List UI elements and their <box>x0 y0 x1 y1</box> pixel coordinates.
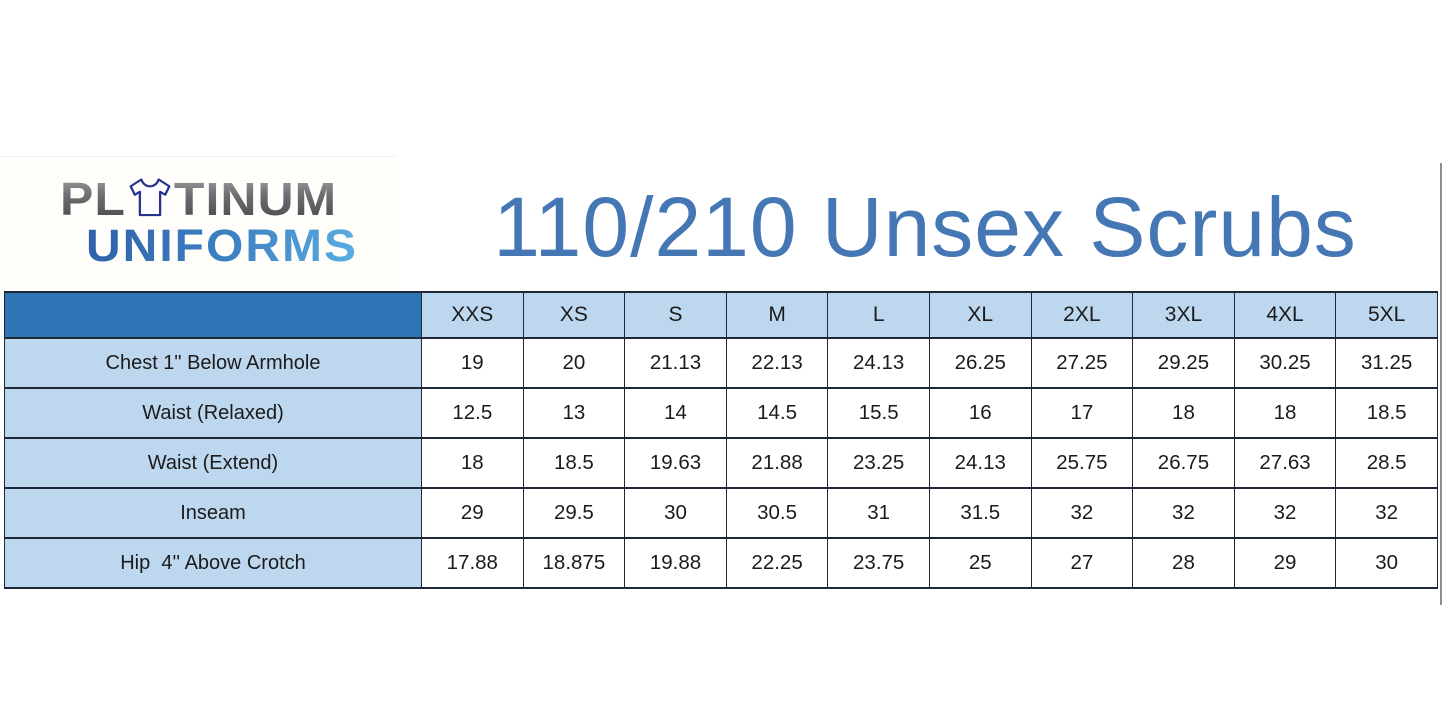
measurement-value-cell: 17.88 <box>421 537 524 589</box>
measurement-value-cell: 12.5 <box>421 387 524 439</box>
measurement-value-cell: 16 <box>928 387 1032 439</box>
measurement-value-cell: 25.75 <box>1030 437 1134 489</box>
measurement-value-cell: 32 <box>1030 487 1134 539</box>
size-column-header: 5XL <box>1335 291 1438 339</box>
size-header-row: XXS XS S M L XL 2XL 3XL 4XL 5XL <box>4 291 1438 339</box>
measurement-value-cell: 21.88 <box>725 437 829 489</box>
measurement-value-cell: 31 <box>827 487 930 539</box>
measurement-value-cell: 26.25 <box>928 337 1032 389</box>
measurement-value-cell: 27 <box>1030 537 1134 589</box>
logo-background <box>0 156 397 291</box>
measurement-value-cell: 24.13 <box>827 337 930 389</box>
measurement-value-cell: 32 <box>1233 487 1337 539</box>
measurement-value-cell: 25 <box>928 537 1032 589</box>
size-column-header: 4XL <box>1233 291 1337 339</box>
measurement-value-cell: 14 <box>624 387 727 439</box>
measurement-value-cell: 29.25 <box>1132 337 1235 389</box>
measurement-value-cell: 29 <box>421 487 524 539</box>
measurement-value-cell: 32 <box>1335 487 1438 539</box>
table-row: Waist (Extend) 18 18.5 19.63 21.88 23.25 24.13… <box>4 437 1438 489</box>
corner-cell <box>4 291 422 339</box>
measurement-value-cell: 29 <box>1233 537 1337 589</box>
measurement-value-cell: 14.5 <box>725 387 829 439</box>
measurement-value-cell: 30.5 <box>725 487 829 539</box>
measurement-value-cell: 18 <box>1233 387 1337 439</box>
measurement-value-cell: 31.25 <box>1335 337 1438 389</box>
measurement-label: Waist (Relaxed) <box>4 387 422 439</box>
measurement-value-cell: 27.63 <box>1233 437 1337 489</box>
measurement-value-cell: 18 <box>421 437 524 489</box>
measurement-value-cell: 30 <box>624 487 727 539</box>
size-column-header: XXS <box>421 291 524 339</box>
size-column-header: XS <box>522 291 626 339</box>
measurement-value-cell: 23.25 <box>827 437 930 489</box>
measurement-value-cell: 18.5 <box>1335 387 1438 439</box>
size-column-header: 3XL <box>1132 291 1235 339</box>
measurement-label: Hip 4'' Above Crotch <box>4 537 422 589</box>
measurement-value-cell: 19.88 <box>624 537 727 589</box>
table-row: Waist (Relaxed) 12.5 13 14 14.5 15.5 16 17 18 18 1… <box>4 387 1438 439</box>
measurement-value-cell: 17 <box>1030 387 1134 439</box>
page-title: 110/210 Unsex Scrubs <box>493 180 1357 274</box>
measurement-value-cell: 28.5 <box>1335 437 1438 489</box>
measurement-value-cell: 15.5 <box>827 387 930 439</box>
measurement-value-cell: 29.5 <box>522 487 626 539</box>
logo-text-pl: PL <box>60 173 126 225</box>
logo-word-uniforms: UNIFORMS <box>60 224 380 270</box>
measurement-value-cell: 18.875 <box>522 537 626 589</box>
measurement-value-cell: 28 <box>1132 537 1235 589</box>
size-column-header: S <box>624 291 727 339</box>
logo-text-tinum: TINUM <box>173 173 338 225</box>
table-row: Inseam 29 29.5 30 30.5 31 31.5 32 32 32 32 <box>4 487 1438 539</box>
measurement-value-cell: 22.25 <box>725 537 829 589</box>
size-chart-table: XXS XS S M L XL 2XL 3XL 4XL 5XL Chest 1" Below Ar… <box>4 291 1438 589</box>
tshirt-icon <box>127 176 173 218</box>
table-row: Hip 4'' Above Crotch 17.88 18.875 19.88 22.2… <box>4 537 1438 589</box>
measurement-value-cell: 26.75 <box>1132 437 1235 489</box>
measurement-label: Waist (Extend) <box>4 437 422 489</box>
measurement-label: Chest 1" Below Armhole <box>4 337 422 389</box>
logo-word-platinum: PL TINUM <box>60 173 380 225</box>
size-column-header: 2XL <box>1030 291 1134 339</box>
measurement-value-cell: 20 <box>522 337 626 389</box>
size-column-header: M <box>725 291 829 339</box>
measurement-value-cell: 19 <box>421 337 524 389</box>
measurement-value-cell: 24.13 <box>928 437 1032 489</box>
measurement-label: Inseam <box>4 487 422 539</box>
measurement-value-cell: 18 <box>1132 387 1235 439</box>
measurement-value-cell: 23.75 <box>827 537 930 589</box>
measurement-value-cell: 27.25 <box>1030 337 1134 389</box>
measurement-value-cell: 32 <box>1132 487 1235 539</box>
measurement-value-cell: 13 <box>522 387 626 439</box>
page-edge-line <box>1440 163 1442 605</box>
measurement-value-cell: 31.5 <box>928 487 1032 539</box>
measurement-value-cell: 30 <box>1335 537 1438 589</box>
measurement-value-cell: 18.5 <box>522 437 626 489</box>
measurement-value-cell: 21.13 <box>624 337 727 389</box>
measurement-value-cell: 19.63 <box>624 437 727 489</box>
measurement-value-cell: 30.25 <box>1233 337 1337 389</box>
platinum-uniforms-logo: PL TINUM UNIFORMS <box>60 173 380 270</box>
size-column-header: L <box>827 291 930 339</box>
measurement-value-cell: 22.13 <box>725 337 829 389</box>
size-column-header: XL <box>928 291 1032 339</box>
table-row: Chest 1" Below Armhole 19 20 21.13 22.13 24.1… <box>4 337 1438 389</box>
